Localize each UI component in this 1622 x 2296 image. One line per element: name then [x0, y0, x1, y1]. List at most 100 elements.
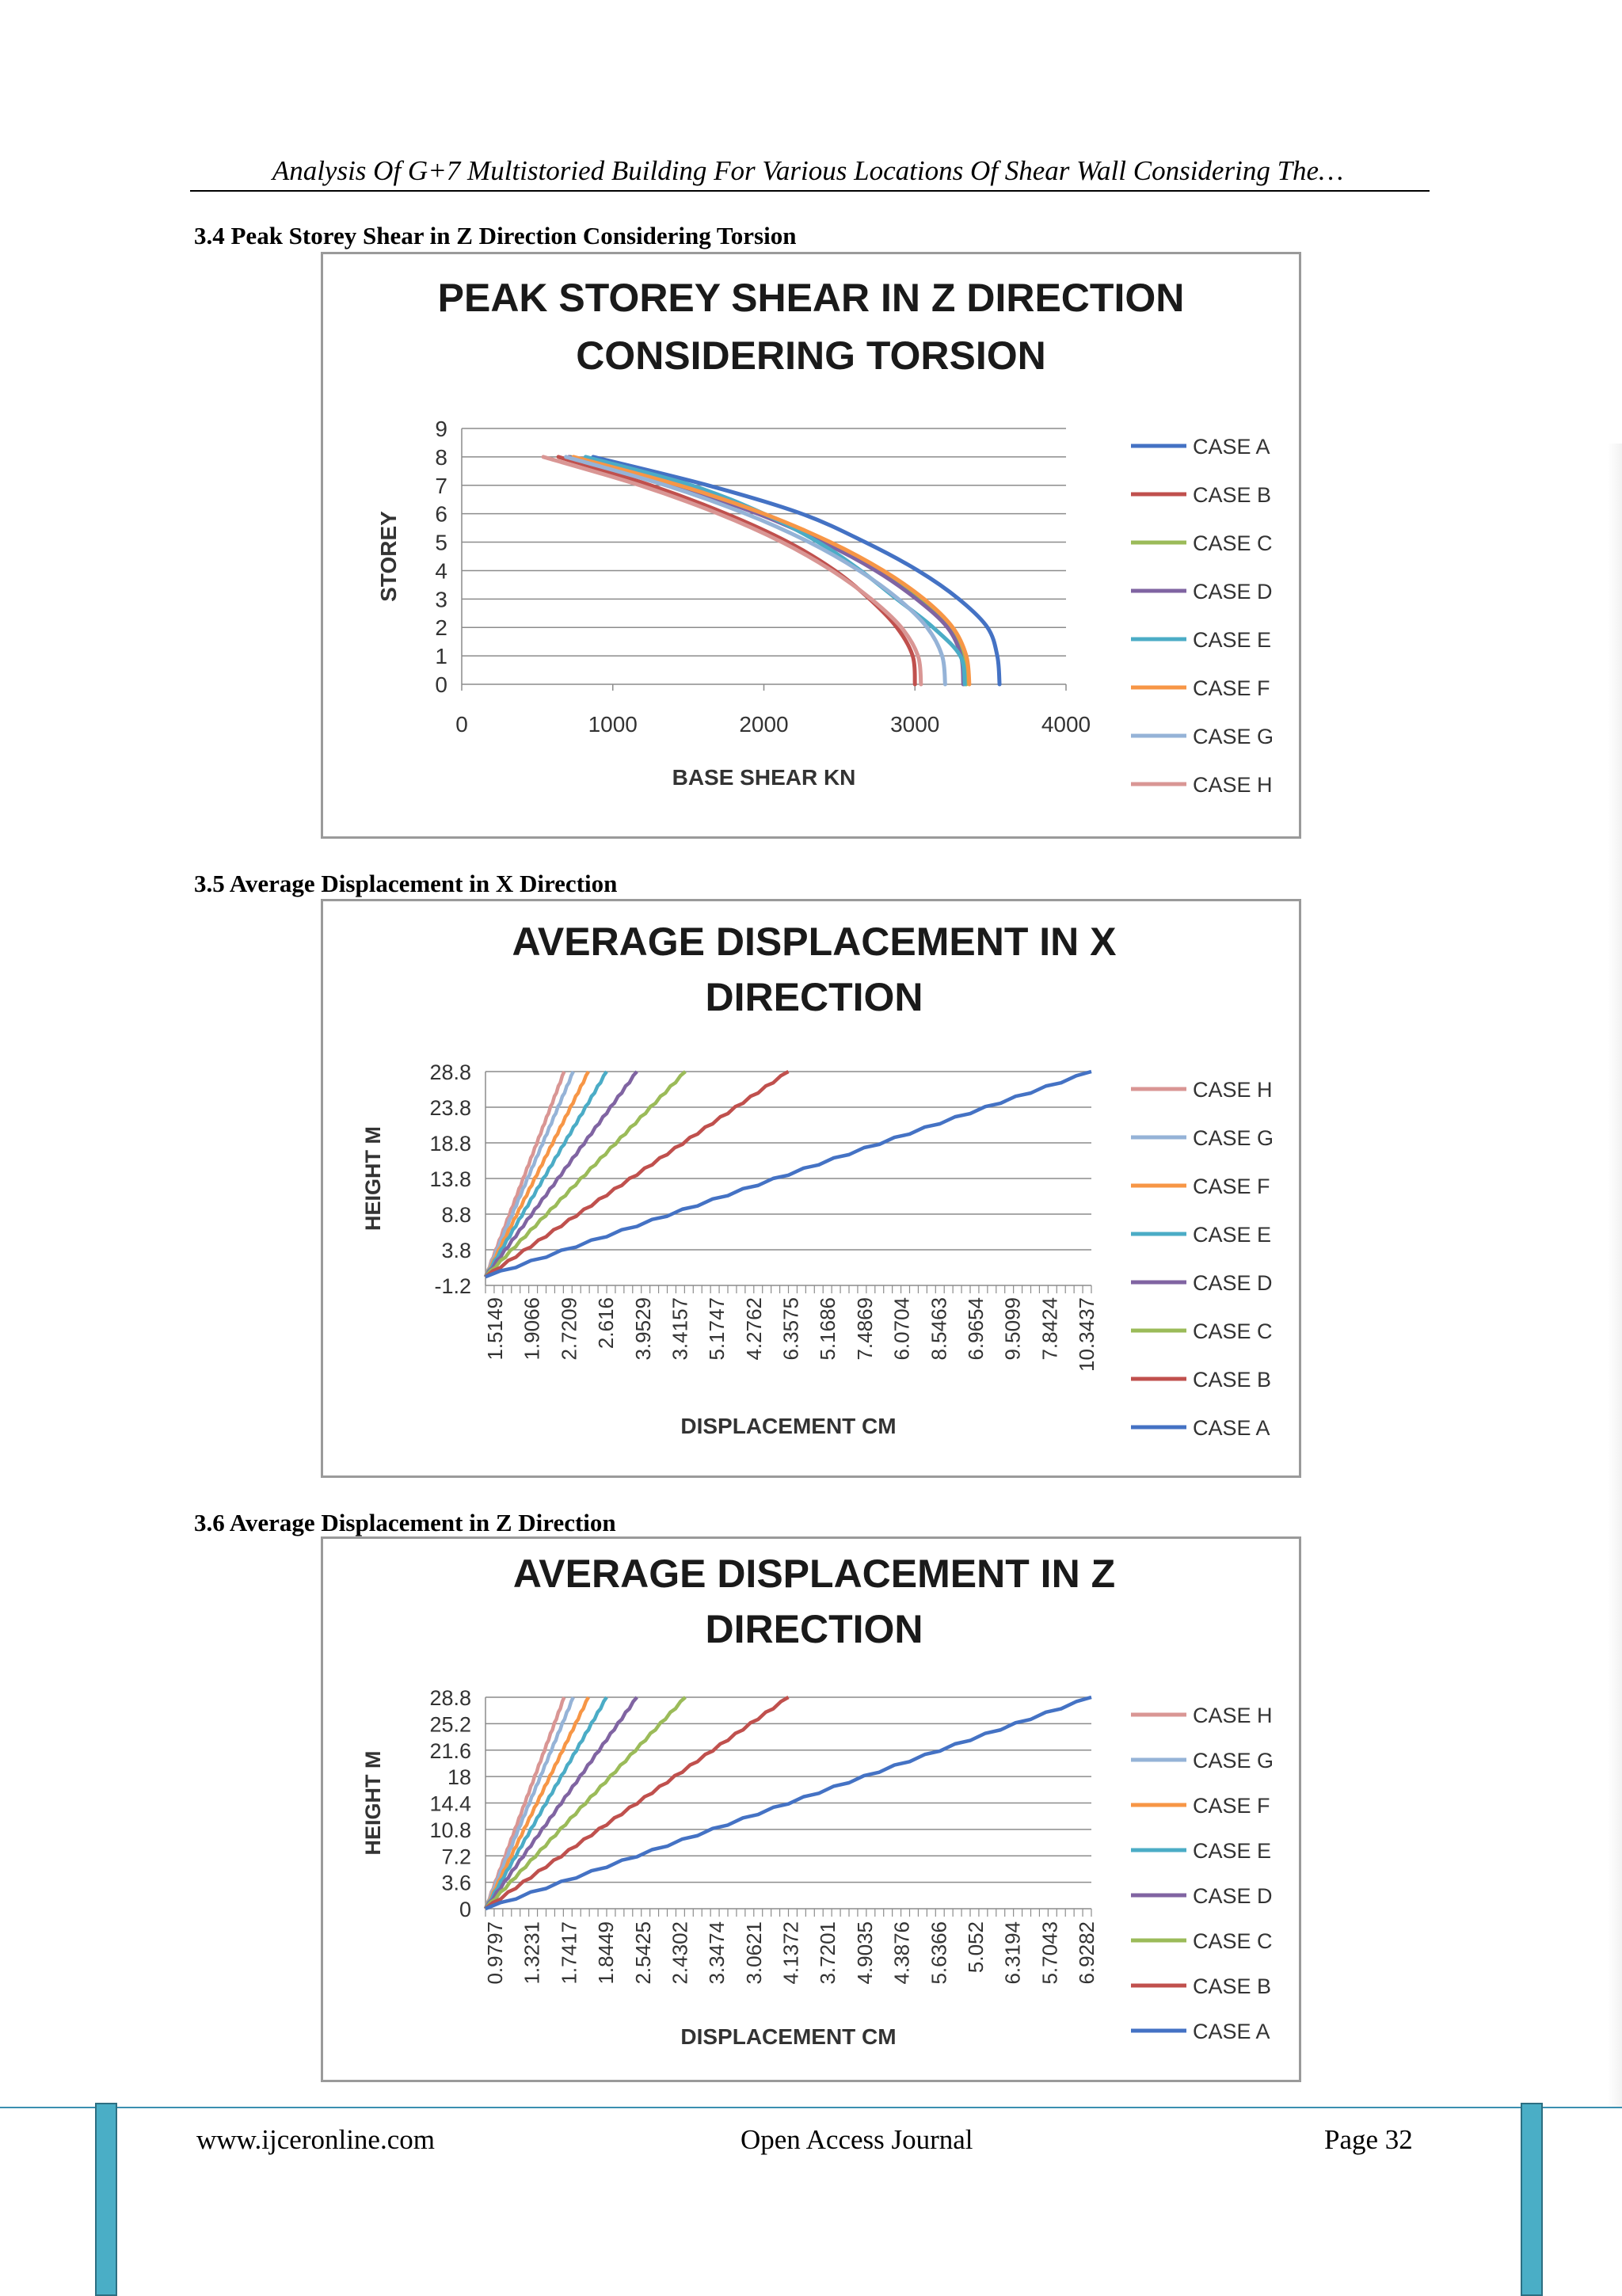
legend-label: CASE F — [1193, 1794, 1270, 1818]
y-tick-label: 8 — [435, 445, 447, 470]
series-line — [556, 455, 917, 687]
legend-label: CASE F — [1193, 1175, 1270, 1198]
legend-label: CASE D — [1193, 580, 1273, 604]
y-tick-label: 9 — [435, 417, 447, 441]
x-tick-label: 5.052 — [964, 1921, 988, 1973]
y-tick-label: 7 — [435, 474, 447, 498]
y-axis-label: HEIGHT M — [361, 1126, 385, 1231]
chart-title-line: CONSIDERING TORSION — [576, 333, 1046, 378]
x-tick-label: 2.616 — [594, 1297, 618, 1349]
x-tick-label: 0 — [455, 712, 468, 737]
x-tick-label: 5.1686 — [816, 1297, 840, 1361]
page-edge-shade — [1608, 444, 1622, 2107]
y-tick-label: 3 — [435, 587, 447, 611]
x-tick-label: 1.5149 — [483, 1297, 507, 1361]
footer-journal: Open Access Journal — [741, 2124, 973, 2155]
x-tick-label: 3.0621 — [742, 1921, 766, 1985]
y-tick-label: 14.4 — [429, 1792, 471, 1816]
x-tick-label: 2.7209 — [557, 1297, 581, 1361]
y-tick-label: 28.8 — [429, 1686, 471, 1710]
legend-label: CASE A — [1193, 435, 1270, 459]
x-tick-label: 2.4302 — [668, 1921, 691, 1985]
chart2-svg: AVERAGE DISPLACEMENT IN Z DIRECTION 28.825… — [361, 1552, 1274, 2049]
series-line — [484, 1070, 790, 1278]
x-tick-label: 1.3231 — [520, 1921, 544, 1985]
series-line — [483, 1070, 590, 1278]
running-title: Analysis Of G+7 Multistoried Building Fo… — [272, 155, 1344, 186]
y-tick-label: 10.8 — [429, 1818, 471, 1842]
series-line — [564, 455, 947, 687]
y-tick-label: -1.2 — [434, 1274, 471, 1298]
legend-label: CASE H — [1193, 773, 1273, 797]
x-tick-label: 6.9282 — [1075, 1921, 1098, 1985]
chart-avg-displacement-x: AVERAGE DISPLACEMENT IN X DIRECTION 28.8 23… — [321, 899, 1301, 1478]
x-tick-label: 4000 — [1041, 712, 1091, 737]
series-line — [541, 455, 923, 687]
series-line — [483, 1070, 608, 1278]
x-tick-label: 3.9529 — [631, 1297, 655, 1361]
x-tick-label: 4.1372 — [779, 1921, 803, 1985]
y-tick-label: 23.8 — [429, 1096, 471, 1120]
x-tick-label: 0.9797 — [483, 1921, 507, 1985]
chart-avg-displacement-z: AVERAGE DISPLACEMENT IN Z DIRECTION 28.8 25… — [321, 1536, 1301, 2082]
section-heading-3-4: 3.4 Peak Storey Shear in Z Direction Con… — [194, 222, 797, 249]
x-tick-label: 4.9035 — [853, 1921, 877, 1985]
y-tick-label: 1 — [435, 644, 447, 668]
series-line — [483, 1696, 608, 1910]
section-heading-3-5: 3.5 Average Displacement in X Direction — [194, 870, 618, 897]
chart-title-line: AVERAGE DISPLACEMENT IN Z — [513, 1552, 1115, 1596]
chart-peak-storey-shear: PEAK STOREY SHEAR IN Z DIRECTION CONSIDER… — [321, 252, 1301, 839]
footer-bar-left — [95, 2103, 117, 2296]
x-tick-label: 3.7201 — [816, 1921, 840, 1985]
legend-label: CASE C — [1193, 531, 1273, 555]
y-tick-label: 21.6 — [429, 1739, 471, 1763]
series-line — [591, 455, 1002, 687]
legend-label: CASE E — [1193, 628, 1271, 652]
series-line — [484, 1696, 638, 1910]
section-heading-3-6: 3.6 Average Displacement in Z Direction — [194, 1509, 616, 1536]
legend-label: CASE C — [1193, 1929, 1273, 1953]
x-tick-label: 4.3876 — [890, 1921, 914, 1985]
y-tick-label: 18.8 — [429, 1132, 471, 1156]
x-tick-label: 1.8449 — [594, 1921, 618, 1985]
legend-label: CASE H — [1193, 1704, 1273, 1727]
chart-title-line: PEAK STOREY SHEAR IN Z DIRECTION — [438, 276, 1185, 320]
legend-label: CASE D — [1193, 1271, 1273, 1295]
x-tick-label: 5.6366 — [927, 1921, 950, 1985]
legend-label: CASE G — [1193, 1749, 1274, 1772]
footer-page-number: Page 32 — [1324, 2124, 1413, 2155]
series-line — [483, 1070, 575, 1277]
y-tick-label: 28.8 — [429, 1060, 471, 1084]
x-tick-label: 6.0704 — [890, 1297, 914, 1361]
series-line — [484, 1696, 687, 1910]
x-tick-label: 5.7043 — [1038, 1921, 1061, 1985]
legend-label: CASE E — [1193, 1223, 1271, 1247]
x-tick-label: 9.5099 — [1001, 1297, 1025, 1361]
series-line — [484, 1070, 687, 1278]
x-tick-label: 7.8424 — [1038, 1297, 1061, 1361]
y-tick-label: 18 — [447, 1765, 471, 1789]
footer-website[interactable]: www.ijceronline.com — [196, 2124, 435, 2155]
chart0-svg: PEAK STOREY SHEAR IN Z DIRECTION CONSIDER… — [376, 276, 1274, 797]
x-tick-label: 2000 — [739, 712, 788, 737]
legend-label: CASE G — [1193, 1126, 1274, 1150]
chart-title-line: DIRECTION — [706, 975, 923, 1019]
legend-label: CASE G — [1193, 725, 1274, 748]
y-tick-label: 7.2 — [441, 1845, 471, 1868]
y-tick-label: 2 — [435, 615, 447, 640]
footer-rule — [0, 2107, 1622, 2108]
x-tick-label: 5.1747 — [705, 1297, 729, 1361]
chart-title-line: AVERAGE DISPLACEMENT IN X — [512, 920, 1116, 964]
y-tick-label: 3.6 — [441, 1871, 471, 1895]
legend-label: CASE B — [1193, 1974, 1271, 1998]
x-tick-label: 1.7417 — [557, 1921, 581, 1985]
y-tick-label: 13.8 — [429, 1167, 471, 1191]
footer-bar-right — [1521, 2103, 1543, 2296]
y-tick-label: 25.2 — [429, 1712, 471, 1736]
y-tick-label: 6 — [435, 502, 447, 527]
series-line — [484, 1070, 638, 1278]
x-tick-label: 2.5425 — [631, 1921, 655, 1985]
x-tick-label: 4.2762 — [742, 1297, 766, 1361]
series-line — [571, 455, 972, 687]
x-tick-label: 6.9654 — [964, 1297, 988, 1361]
